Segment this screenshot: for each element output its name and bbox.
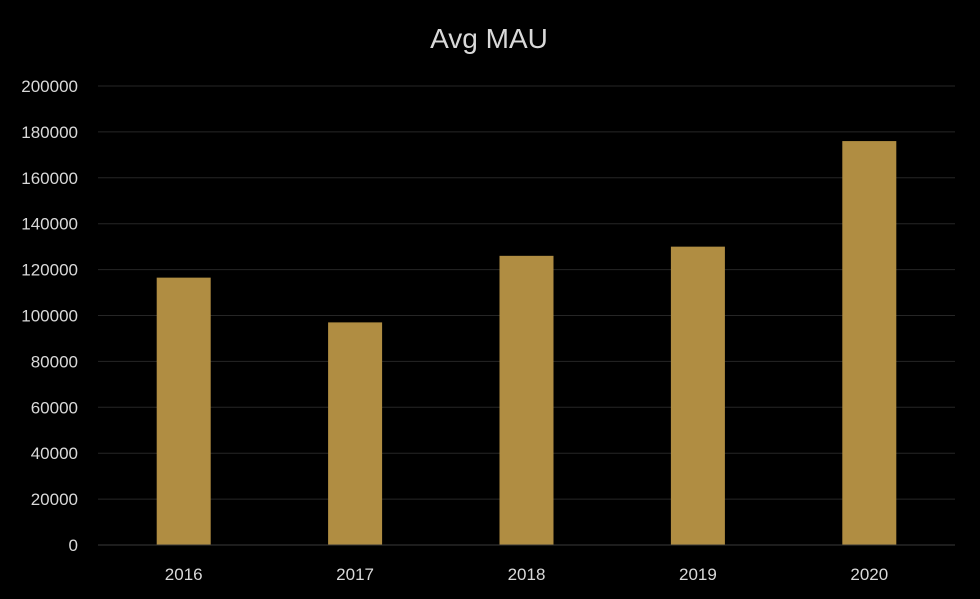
y-tick-label: 140000 <box>21 215 78 234</box>
x-tick-label: 2020 <box>850 565 888 584</box>
y-tick-label: 160000 <box>21 169 78 188</box>
x-tick-label: 2017 <box>336 565 374 584</box>
chart-title: Avg MAU <box>430 23 548 54</box>
x-tick-label: 2019 <box>679 565 717 584</box>
bars <box>156 141 897 545</box>
x-tick-label: 2016 <box>165 565 203 584</box>
y-tick-label: 0 <box>69 536 78 555</box>
bar-2019 <box>670 246 725 545</box>
y-tick-label: 60000 <box>31 398 78 417</box>
y-tick-label: 120000 <box>21 261 78 280</box>
bar-2020 <box>842 141 897 545</box>
x-tick-label: 2018 <box>508 565 546 584</box>
y-tick-label: 20000 <box>31 490 78 509</box>
bar-2018 <box>499 255 554 545</box>
y-tick-label: 100000 <box>21 307 78 326</box>
bar-2016 <box>156 277 211 545</box>
y-axis-ticks: 0 20000 40000 60000 80000 100000 120000 140000 1… <box>21 77 78 555</box>
x-axis-ticks: 2016 2017 2018 2019 2020 <box>165 565 888 584</box>
y-tick-label: 40000 <box>31 444 78 463</box>
bar-2017 <box>328 322 383 545</box>
y-tick-label: 200000 <box>21 77 78 96</box>
y-tick-label: 80000 <box>31 352 78 371</box>
y-tick-label: 180000 <box>21 123 78 142</box>
